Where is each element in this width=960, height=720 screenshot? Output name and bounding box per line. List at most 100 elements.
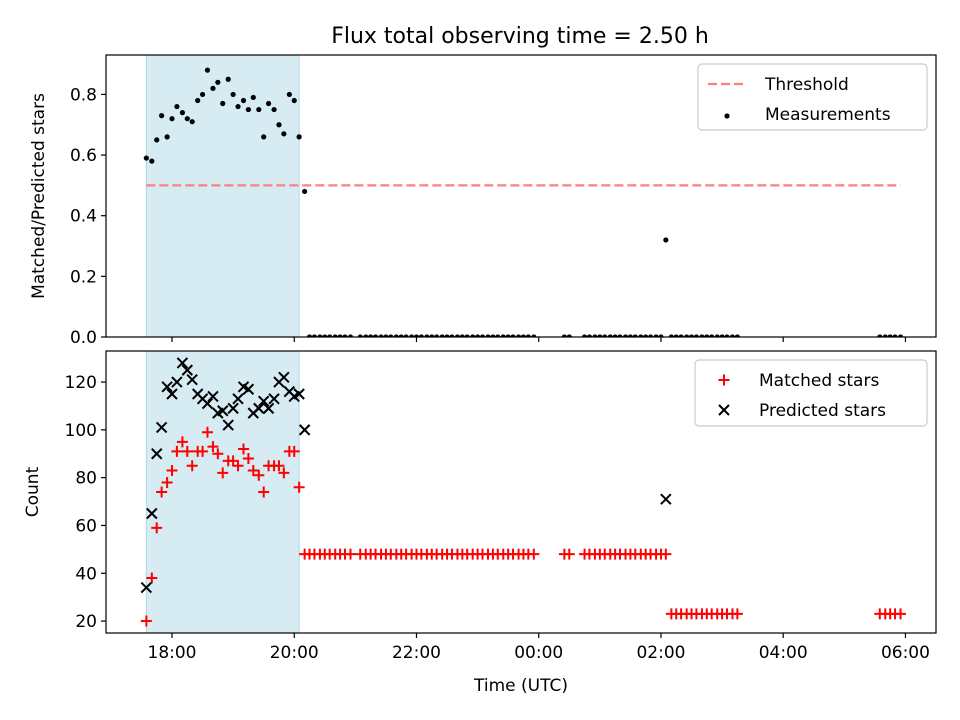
measurement-point	[668, 334, 674, 337]
x-tick-label: 00:00	[514, 643, 563, 663]
measurement-point	[882, 334, 888, 337]
predicted-point	[293, 388, 305, 400]
series-matched-stars	[140, 426, 907, 627]
legend-label: Matched stars	[759, 371, 879, 391]
y-tick-label: 0.8	[70, 85, 97, 105]
measurement-point	[495, 334, 501, 337]
measurement-point	[887, 334, 893, 337]
measurement-point	[143, 155, 149, 161]
predicted-point	[660, 493, 672, 505]
matched-point	[238, 443, 250, 455]
measurement-point	[454, 334, 461, 337]
measurement-point	[734, 334, 740, 337]
y-axis-label: Matched/Predicted stars	[29, 93, 49, 299]
plot-area	[143, 67, 904, 337]
measurement-point	[719, 334, 725, 337]
matched-point	[161, 476, 173, 488]
measurement-point	[256, 106, 262, 113]
y-tick-label: 80	[75, 469, 97, 489]
measurement-point	[602, 334, 608, 337]
measurement-point	[699, 334, 705, 337]
measurement-point	[490, 334, 496, 337]
measurement-point	[403, 334, 409, 337]
matched-point	[201, 426, 213, 438]
series-measurements	[143, 67, 904, 337]
predicted-point	[278, 371, 290, 383]
chart-title: Flux total observing time = 2.50 h	[331, 24, 709, 49]
predicted-point	[171, 376, 183, 388]
measurement-point	[678, 334, 684, 337]
measurement-point	[724, 334, 730, 337]
measurement-point	[265, 100, 272, 107]
measurement-point	[714, 334, 720, 337]
measurement-point	[195, 97, 201, 104]
measurement-point	[372, 334, 379, 337]
measurement-point	[592, 334, 598, 337]
measurement-point	[179, 110, 185, 116]
measurement-point	[439, 334, 445, 337]
matched-point	[212, 448, 224, 460]
matched-point	[176, 436, 188, 448]
measurement-point	[215, 79, 221, 85]
x-tick-label: 18:00	[148, 643, 197, 663]
measurement-point	[470, 334, 476, 337]
matched-point	[151, 522, 163, 534]
measurement-point	[561, 334, 567, 337]
measurement-point	[332, 334, 338, 337]
measurement-point	[291, 97, 297, 104]
measurement-point	[647, 334, 654, 337]
measurement-point	[566, 334, 572, 337]
measurement-point	[169, 116, 175, 122]
measurement-point	[368, 334, 374, 337]
matched-point	[731, 608, 743, 620]
measurement-point	[164, 134, 170, 140]
matched-point	[273, 460, 285, 472]
measurement-point	[673, 334, 679, 337]
measurement-point	[408, 334, 415, 337]
y-axis-label: Count	[23, 466, 43, 517]
measurement-point	[189, 119, 195, 125]
measurement-point	[688, 334, 695, 337]
legend-box	[697, 63, 928, 131]
x-tick-label: 02:00	[636, 643, 685, 663]
measurement-point	[230, 91, 236, 98]
legend-predicted-swatch	[718, 404, 730, 416]
measurement-point	[586, 334, 593, 337]
predicted-point	[222, 419, 234, 431]
measurement-point	[622, 334, 629, 337]
matched-point	[242, 453, 254, 465]
measurement-point	[693, 334, 700, 337]
predicted-point	[217, 405, 229, 417]
measurement-point	[434, 334, 440, 337]
matched-point	[171, 445, 183, 457]
legend-label: Predicted stars	[759, 401, 886, 421]
x-tick-label: 20:00	[270, 643, 319, 663]
measurement-point	[459, 334, 465, 337]
measurement-point	[424, 334, 430, 337]
measurement-point	[429, 334, 435, 337]
measurement-point	[378, 334, 384, 337]
measurement-point	[383, 334, 389, 337]
predicted-point	[155, 421, 168, 434]
measurement-point	[276, 122, 282, 128]
measurement-point	[663, 237, 669, 243]
matched-point	[166, 464, 178, 476]
measurement-point	[240, 97, 247, 104]
measurement-point	[302, 188, 308, 195]
measurement-point	[627, 334, 634, 337]
predicted-point	[201, 397, 214, 410]
matched-point	[140, 615, 152, 627]
measurement-point	[199, 91, 206, 98]
legend-label: Threshold	[764, 75, 849, 95]
bottom-panel: 20 40 60 80 100 120 Count 18:00 20:00 22:00 00:00 0…	[23, 350, 937, 696]
matched-point	[156, 486, 168, 498]
legend-box	[694, 359, 928, 427]
matched-point	[288, 445, 300, 457]
measurement-point	[281, 131, 287, 137]
predicted-point	[186, 373, 198, 386]
measurement-point	[261, 134, 267, 140]
measurement-point	[475, 334, 481, 337]
legend-measurements-swatch	[724, 113, 730, 119]
measurement-point	[393, 334, 399, 337]
measurement-point	[617, 334, 623, 337]
